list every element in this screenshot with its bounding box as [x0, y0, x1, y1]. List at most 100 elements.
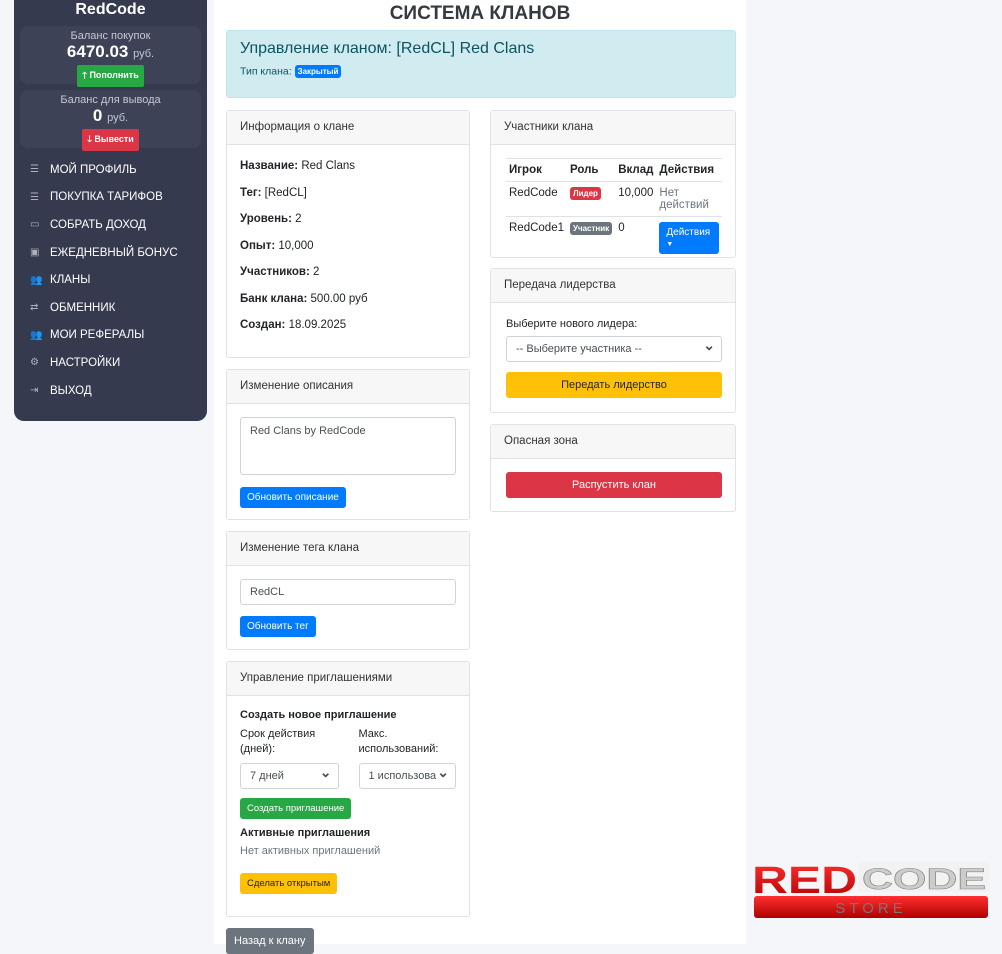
- arrow-up-icon: 🡑: [82, 70, 90, 80]
- currency: руб.: [107, 112, 129, 124]
- transfer-leadership-button[interactable]: Передать лидерство: [506, 372, 722, 398]
- sidebar: RedCode Баланс покупок 6470.03 руб. 🡑 По…: [14, 0, 207, 421]
- description-card: Изменение описания Red Clans by RedCode …: [226, 369, 470, 520]
- clan-info-card: Информация о клане Название: Red Clans Те…: [226, 110, 470, 358]
- description-textarea[interactable]: Red Clans by RedCode: [240, 417, 456, 475]
- topup-button[interactable]: 🡑 Пополнить: [77, 65, 144, 87]
- actions-label: Действия: [666, 227, 711, 238]
- purchase-balance-amount: 6470.03: [66, 42, 129, 61]
- sidebar-item[interactable]: ☰ ПОКУПКА ТАРИФОВ: [14, 184, 207, 212]
- bars-icon: ☰: [30, 191, 39, 203]
- active-invites-title: Активные приглашения: [240, 827, 371, 839]
- purchase-balance: Баланс покупок 6470.03 руб. 🡑 Пополнить: [20, 26, 201, 87]
- sidebar-item[interactable]: ⚙ НАСТРОЙКИ: [14, 349, 207, 377]
- info-value: 500.00 руб: [307, 292, 368, 305]
- svg-text:CODE: CODE: [862, 863, 986, 896]
- gear-icon: ⚙: [30, 357, 39, 369]
- sidebar-item-label: ПОКУПКА ТАРИФОВ: [50, 191, 163, 204]
- info-value: 2: [291, 213, 302, 225]
- card-header: Изменение описания: [227, 370, 469, 404]
- info-key: Участников:: [240, 266, 310, 278]
- create-invite-button[interactable]: Создать приглашение: [240, 798, 352, 819]
- sidebar-item-label: ВЫХОД: [50, 384, 92, 397]
- sidebar-item[interactable]: 👥 МОИ РЕФЕРАЛЫ: [14, 322, 207, 350]
- sidebar-item[interactable]: ⇄ ОБМЕННИК: [14, 294, 207, 322]
- update-tag-button[interactable]: Обновить тег: [240, 616, 316, 637]
- leadership-card: Передача лидерства Выберите нового лидер…: [490, 268, 736, 413]
- max-uses-label: Макс. использований:: [358, 728, 439, 755]
- back-button[interactable]: Назад к клану: [226, 928, 314, 954]
- sidebar-item[interactable]: ⇥ ВЫХОД: [14, 377, 207, 405]
- new-leader-select[interactable]: -- Выберите участника --: [506, 336, 722, 362]
- info-row: Участников: 2: [240, 266, 456, 278]
- main-content: СИСТЕМА КЛАНОВ Управление кланом: [RedCL…: [214, 0, 746, 954]
- column-header: Вклад: [615, 158, 657, 182]
- topup-label: Пополнить: [89, 70, 139, 80]
- clan-heading: Управление кланом: [RedCL] Red Clans: [240, 40, 535, 57]
- withdraw-button[interactable]: 🡓 Вывести: [82, 129, 139, 151]
- duration-select[interactable]: 7 дней: [240, 763, 339, 789]
- duration-label: Срок действия (дней):: [240, 728, 316, 755]
- info-row: Опыт: 10,000: [240, 240, 456, 252]
- users-icon: 👥: [30, 274, 43, 286]
- actions-dropdown-button[interactable]: Действия ▼: [659, 222, 719, 254]
- currency: руб.: [133, 48, 155, 60]
- info-key: Опыт:: [240, 239, 276, 252]
- info-key: Банк клана:: [240, 292, 308, 305]
- sidebar-item-label: МОЙ ПРОФИЛЬ: [50, 163, 137, 176]
- sidebar-item-label: МОИ РЕФЕРАЛЫ: [50, 329, 145, 342]
- users-icon: 👥: [30, 329, 43, 341]
- withdraw-label: Вывести: [94, 134, 134, 144]
- card-header: Управление приглашениями: [227, 662, 469, 696]
- new-leader-label: Выберите нового лидера:: [506, 318, 638, 330]
- role-badge: Участник: [569, 222, 613, 235]
- info-key: Уровень:: [240, 213, 292, 225]
- svg-text:STORE: STORE: [835, 900, 906, 917]
- invites-card: Управление приглашениями Создать новое п…: [226, 661, 470, 917]
- sidebar-item-label: НАСТРОЙКИ: [50, 356, 121, 369]
- sidebar-item[interactable]: 👥 КЛАНЫ: [14, 266, 207, 294]
- player-name: RedCode1: [509, 222, 564, 234]
- info-value: 10,000: [275, 239, 314, 252]
- withdraw-balance-amount: 0: [92, 106, 103, 125]
- logout-icon: ⇥: [30, 385, 39, 397]
- info-row: Создан: 18.09.2025: [240, 319, 456, 331]
- make-open-button[interactable]: Сделать открытым: [240, 873, 338, 894]
- members-table: Игрок Роль Вклад Действия RedCode Лидер 10,…: [506, 158, 722, 259]
- gift-icon: ▣: [30, 247, 40, 259]
- card-header: Информация о клане: [227, 111, 469, 145]
- column-header: Роль: [566, 158, 616, 182]
- withdraw-balance: Баланс для вывода 0 руб. 🡓 Вывести: [20, 90, 201, 151]
- update-description-button[interactable]: Обновить описание: [240, 487, 346, 508]
- no-invites-text: Нет активных приглашений: [240, 845, 381, 857]
- tag-input[interactable]: RedCL: [240, 579, 456, 605]
- info-key: Тег:: [240, 186, 262, 199]
- danger-zone-card: Опасная зона Распустить клан: [490, 424, 736, 512]
- member-row: RedCode Лидер 10,000 Нет действий: [506, 181, 722, 217]
- member-row: RedCode1 Участник 0 Действия ▼: [506, 217, 722, 260]
- info-key: Создан:: [240, 319, 286, 331]
- dissolve-clan-button[interactable]: Распустить клан: [506, 472, 722, 498]
- max-uses-select[interactable]: 1 использова: [358, 763, 456, 789]
- role-badge: Лидер: [569, 187, 601, 200]
- info-key: Название:: [240, 160, 299, 172]
- sidebar-item[interactable]: ▣ ЕЖЕДНЕВНЫЙ БОНУС: [14, 239, 207, 267]
- withdraw-balance-label: Баланс для вывода: [60, 94, 161, 106]
- contribution: 0: [618, 222, 625, 234]
- money-icon: ▭: [30, 219, 40, 231]
- sidebar-item-label: ЕЖЕДНЕВНЫЙ БОНУС: [50, 246, 178, 259]
- sidebar-item[interactable]: ▭ СОБРАТЬ ДОХОД: [14, 211, 207, 239]
- page-title: СИСТЕМА КЛАНОВ: [389, 3, 571, 24]
- info-value: 2: [309, 266, 320, 278]
- purchase-balance-label: Баланс покупок: [70, 30, 151, 42]
- create-invite-title: Создать новое приглашение: [240, 709, 397, 721]
- column-header: Игрок: [506, 158, 567, 182]
- sidebar-item[interactable]: ☰ МОЙ ПРОФИЛЬ: [14, 156, 207, 184]
- card-header: Участники клана: [491, 111, 735, 145]
- card-header: Опасная зона: [491, 425, 735, 459]
- duration-value: 7 дней: [250, 770, 284, 782]
- info-value: [RedCL]: [261, 186, 307, 199]
- no-actions-text: Нет действий: [659, 187, 709, 211]
- svg-text:RED: RED: [752, 860, 857, 902]
- sidebar-nav: ☰ МОЙ ПРОФИЛЬ ☰ ПОКУПКА ТАРИФОВ ▭ СОБРАТЬ ДОХ…: [14, 156, 207, 404]
